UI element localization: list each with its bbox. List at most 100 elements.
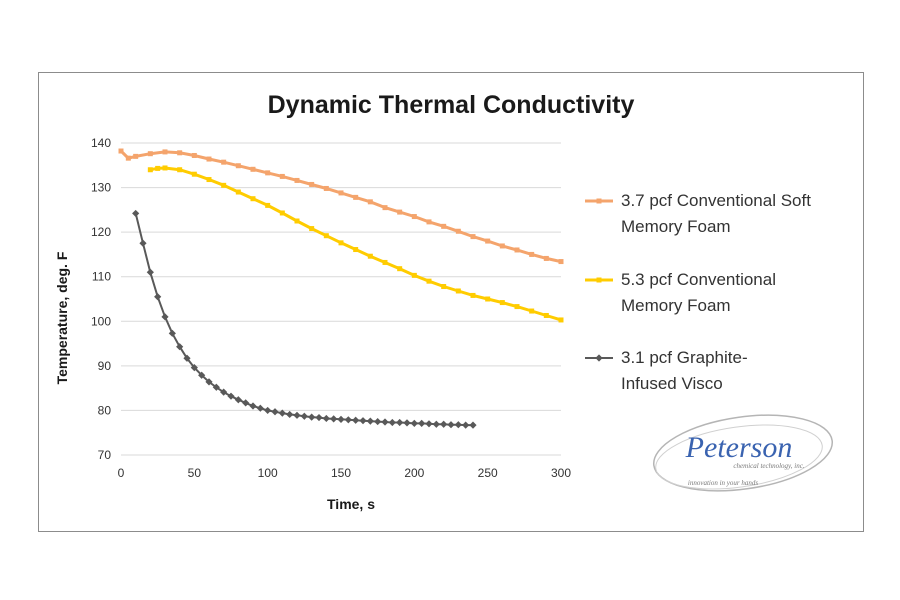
data-point xyxy=(264,406,272,415)
data-point xyxy=(381,418,389,426)
y-tick-label: 140 xyxy=(91,136,111,150)
y-tick-label: 110 xyxy=(92,270,111,284)
data-point xyxy=(212,383,220,391)
data-point xyxy=(309,181,315,187)
data-point xyxy=(529,251,535,257)
x-tick-label: 200 xyxy=(404,466,424,480)
data-point xyxy=(337,415,345,423)
data-point xyxy=(309,226,315,232)
data-point xyxy=(462,421,470,429)
data-point xyxy=(447,421,455,429)
data-point xyxy=(294,218,300,224)
data-point xyxy=(485,296,491,302)
data-point xyxy=(543,255,549,261)
data-point xyxy=(147,151,153,157)
data-point xyxy=(235,163,241,169)
data-point xyxy=(470,234,476,240)
data-point xyxy=(558,317,564,323)
x-tick-label: 300 xyxy=(551,466,571,480)
y-tick-labels: 70 80 90 100 110 120 130 140 xyxy=(91,136,111,462)
data-point xyxy=(382,259,388,265)
data-point xyxy=(382,205,388,211)
data-point xyxy=(300,412,308,420)
data-point xyxy=(330,415,338,423)
data-point xyxy=(469,421,477,429)
legend-label: Memory Foam xyxy=(621,217,731,236)
data-point xyxy=(279,173,285,179)
x-tick-label: 50 xyxy=(188,466,202,480)
data-point xyxy=(338,240,344,246)
data-point xyxy=(234,396,242,404)
data-point xyxy=(397,266,403,272)
data-point xyxy=(418,419,426,427)
data-point xyxy=(514,247,520,253)
data-point xyxy=(250,196,256,202)
data-point xyxy=(308,413,316,421)
legend-entry-2: 5.3 pcf Conventional Memory Foam xyxy=(585,270,776,315)
data-point xyxy=(366,417,374,425)
data-point xyxy=(514,304,520,310)
line-chart: Dynamic Thermal Conductivity 0 50 100 150 20… xyxy=(54,91,834,512)
data-point xyxy=(183,354,191,362)
data-point xyxy=(359,417,367,425)
data-point xyxy=(344,416,352,424)
y-tick-label: 100 xyxy=(91,314,111,328)
data-point xyxy=(147,167,153,173)
data-point xyxy=(146,268,154,276)
data-point xyxy=(293,411,301,419)
data-point xyxy=(133,153,139,159)
data-point xyxy=(410,419,418,427)
data-point xyxy=(529,308,535,314)
y-tick-label: 70 xyxy=(98,448,112,462)
data-point xyxy=(271,408,279,416)
data-point xyxy=(441,284,447,290)
data-point xyxy=(323,233,329,239)
legend-label: 3.7 pcf Conventional Soft xyxy=(621,191,811,210)
data-point xyxy=(162,165,168,171)
y-axis-title: Temperature, deg. F xyxy=(54,251,70,384)
logo-wordmark: Peterson xyxy=(685,431,793,464)
data-point xyxy=(426,219,432,225)
data-point xyxy=(154,293,162,301)
series-layer xyxy=(118,148,564,429)
data-point xyxy=(294,177,300,183)
data-point xyxy=(374,417,382,426)
data-point xyxy=(265,202,271,208)
data-point xyxy=(235,189,241,195)
legend-entry-3: 3.1 pcf Graphite- Infused Visco xyxy=(585,348,748,393)
data-point xyxy=(353,194,359,200)
gridlines xyxy=(121,142,561,456)
data-point xyxy=(411,272,417,278)
data-point xyxy=(367,199,373,205)
x-axis-title: Time, s xyxy=(327,496,375,512)
data-point xyxy=(242,399,250,407)
data-point xyxy=(485,238,491,244)
data-point xyxy=(139,239,147,247)
x-tick-label: 0 xyxy=(118,466,125,480)
data-point xyxy=(205,378,213,386)
data-point xyxy=(250,166,256,172)
data-point xyxy=(455,228,461,234)
chart-title: Dynamic Thermal Conductivity xyxy=(268,91,635,119)
data-point xyxy=(388,418,396,427)
data-point xyxy=(177,150,183,156)
data-point xyxy=(440,420,448,428)
x-tick-label: 250 xyxy=(478,466,498,480)
data-point xyxy=(191,171,197,177)
data-point xyxy=(455,288,461,294)
data-point xyxy=(265,170,271,176)
legend-label: Infused Visco xyxy=(621,374,723,393)
data-point xyxy=(198,371,206,379)
data-point xyxy=(249,402,257,410)
data-point xyxy=(425,420,433,428)
data-point xyxy=(441,223,447,229)
data-point xyxy=(558,259,564,265)
data-point xyxy=(499,243,505,249)
data-point xyxy=(220,388,228,396)
data-point xyxy=(227,392,235,400)
legend: 3.7 pcf Conventional Soft Memory Foam 5.3 … xyxy=(585,191,811,393)
data-point xyxy=(353,247,359,253)
y-tick-label: 90 xyxy=(98,359,112,373)
legend-marker xyxy=(596,277,602,283)
data-point xyxy=(176,343,184,351)
